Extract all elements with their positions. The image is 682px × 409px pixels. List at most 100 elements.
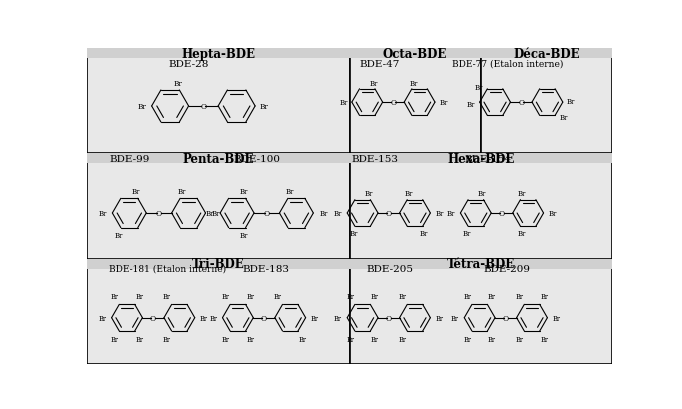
Text: Br: Br [110,335,119,343]
Text: Br: Br [399,293,406,301]
Text: O: O [261,314,267,322]
Text: BDE-154: BDE-154 [464,155,512,164]
Text: Hepta-BDE: Hepta-BDE [181,47,255,61]
Bar [350,259,612,364]
Text: Br: Br [463,293,471,301]
Text: BDE-47: BDE-47 [359,60,400,69]
Text: Br: Br [98,209,106,218]
Bar [87,154,350,164]
Text: BDE-100: BDE-100 [234,155,281,164]
Text: Br: Br [436,314,443,322]
Text: Br: Br [209,314,218,322]
Text: O: O [156,209,162,218]
Text: Br: Br [115,231,123,239]
Text: Br: Br [435,209,444,218]
Text: O: O [264,209,270,218]
Text: O: O [503,314,509,322]
Text: Br: Br [552,314,561,322]
Text: Br: Br [369,79,378,88]
Bar [87,154,350,259]
Text: Br: Br [135,335,143,343]
Text: BDE-153: BDE-153 [351,155,398,164]
Bar [350,154,612,259]
Text: Br: Br [475,84,483,92]
Text: Br: Br [135,293,143,301]
Text: Br: Br [260,103,269,111]
Text: Br: Br [222,335,230,343]
Text: O: O [390,99,396,107]
Bar [350,49,481,59]
Bar [87,259,350,269]
Bar [350,259,612,269]
Text: Br: Br [371,293,379,301]
Text: Br: Br [420,230,428,238]
Text: Tétra-BDE: Tétra-BDE [447,258,515,271]
Bar [350,49,481,154]
Text: BDE-205: BDE-205 [367,264,414,273]
Text: BDE-99: BDE-99 [109,155,149,164]
Text: Br: Br [110,293,119,301]
Text: Déca-BDE: Déca-BDE [513,47,580,61]
Bar [481,49,612,59]
Bar [87,49,350,59]
Text: Br: Br [540,335,548,343]
Text: Br: Br [177,188,186,196]
Text: BDE-209: BDE-209 [484,264,531,273]
Text: Br: Br [200,314,208,322]
Text: Br: Br [518,189,527,197]
Bar [481,49,612,154]
Text: Br: Br [339,99,348,107]
Text: Br: Br [311,314,319,322]
Text: Br: Br [246,335,254,343]
Text: O: O [201,103,207,111]
Text: Br: Br [285,188,294,196]
Text: Br: Br [399,335,406,343]
Text: Br: Br [299,335,306,343]
Text: Br: Br [467,100,475,108]
Text: Br: Br [211,209,220,218]
Text: Br: Br [349,230,357,238]
Text: Br: Br [365,189,373,197]
Text: Br: Br [206,209,214,218]
Text: Br: Br [246,293,254,301]
Text: Br: Br [404,189,413,197]
Bar [350,154,612,164]
Text: Tri-BDE: Tri-BDE [192,258,245,271]
Text: Br: Br [222,293,230,301]
Text: Br: Br [518,230,527,238]
Text: Br: Br [132,188,140,196]
Text: Br: Br [540,293,548,301]
Text: O: O [386,314,392,322]
Text: BDE-77 (Etalon interne): BDE-77 (Etalon interne) [451,60,563,69]
Text: Br: Br [478,189,486,197]
Text: Penta-BDE: Penta-BDE [183,153,254,165]
Text: O: O [150,314,156,322]
Text: O: O [386,209,392,218]
Text: BDE-181 (Etalon interne): BDE-181 (Etalon interne) [108,264,226,273]
Text: Br: Br [488,335,496,343]
Bar [87,49,350,154]
Text: BDE-183: BDE-183 [242,264,289,273]
Text: Br: Br [371,335,379,343]
Text: Br: Br [98,314,106,322]
Text: Br: Br [463,335,471,343]
Text: Br: Br [346,293,354,301]
Text: Br: Br [334,314,342,322]
Text: Br: Br [173,80,182,88]
Text: Octa-BDE: Octa-BDE [383,47,447,61]
Text: Br: Br [240,188,248,196]
Text: Br: Br [462,230,471,238]
Text: Br: Br [516,335,524,343]
Text: Br: Br [319,209,327,218]
Text: Br: Br [138,103,147,111]
Text: Br: Br [488,293,496,301]
Text: Br: Br [333,209,342,218]
Text: Br: Br [409,79,417,88]
Text: Br: Br [451,314,459,322]
Text: Hexa-BDE: Hexa-BDE [447,153,514,165]
Text: Br: Br [439,99,447,107]
Text: Br: Br [559,114,568,122]
Text: Br: Br [516,293,524,301]
Text: Br: Br [346,335,354,343]
Text: Br: Br [163,335,171,343]
